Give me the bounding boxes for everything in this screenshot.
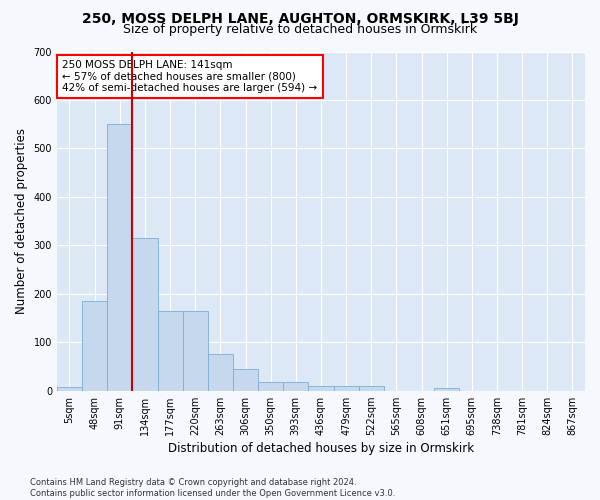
Bar (107, 124, 133, 390)
Y-axis label: Number of detached properties: Number of detached properties (15, 128, 28, 314)
Text: 250, MOSS DELPH LANE, AUGHTON, ORMSKIRK, L39 5BJ: 250, MOSS DELPH LANE, AUGHTON, ORMSKIRK,… (82, 12, 518, 26)
Bar (82, 301, 107, 390)
Bar (57, 387, 82, 390)
Bar (158, 310, 182, 390)
Bar (283, 382, 308, 390)
Bar (434, 388, 459, 390)
Text: 250 MOSS DELPH LANE: 141sqm
← 57% of detached houses are smaller (800)
42% of se: 250 MOSS DELPH LANE: 141sqm ← 57% of det… (62, 60, 317, 93)
Bar (308, 386, 334, 390)
Text: Contains HM Land Registry data © Crown copyright and database right 2024.
Contai: Contains HM Land Registry data © Crown c… (30, 478, 395, 498)
Text: Size of property relative to detached houses in Ormskirk: Size of property relative to detached ho… (123, 22, 477, 36)
Bar (133, 238, 158, 390)
Bar (258, 382, 283, 390)
X-axis label: Distribution of detached houses by size in Ormskirk: Distribution of detached houses by size … (168, 442, 474, 455)
Bar (208, 354, 233, 391)
Bar (182, 310, 208, 390)
Bar (233, 369, 258, 390)
Bar (334, 386, 359, 390)
Bar (359, 386, 384, 390)
